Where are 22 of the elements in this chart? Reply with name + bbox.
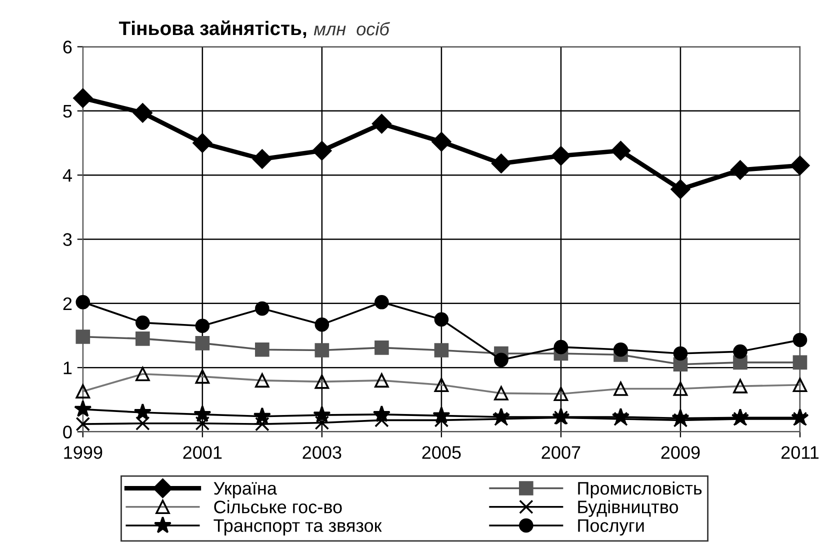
y-tick-label: 5 bbox=[63, 105, 72, 118]
legend-label: Україна bbox=[214, 482, 277, 498]
x-tick-label: 2011 bbox=[781, 446, 819, 459]
x-tick-label: 1999 bbox=[64, 446, 102, 459]
legend-label: Транспорт та звязок bbox=[214, 519, 382, 536]
legend-label: Послуги bbox=[578, 519, 644, 536]
x-tick-label: 2001 bbox=[183, 446, 222, 459]
legend-label: Будівництво bbox=[578, 500, 678, 517]
y-tick-label: 0 bbox=[63, 426, 72, 438]
y-axis-title: млн осіб bbox=[314, 22, 390, 36]
x-tick-label: 2003 bbox=[302, 446, 342, 459]
chart-title: Тіньова зайнятість, bbox=[118, 20, 306, 38]
x-tick-label: 2007 bbox=[542, 446, 580, 459]
y-tick-label: 1 bbox=[64, 362, 72, 374]
y-tick-label: 6 bbox=[63, 40, 72, 54]
legend-label: Сільське гос-во bbox=[214, 500, 342, 514]
y-tick-label: 3 bbox=[63, 233, 72, 246]
x-tick-label: 2009 bbox=[661, 446, 700, 459]
y-tick-label: 4 bbox=[62, 169, 72, 182]
legend-label: Промисловість bbox=[578, 481, 702, 498]
x-tick-label: 2005 bbox=[422, 446, 461, 459]
y-tick-label: 2 bbox=[63, 297, 72, 310]
